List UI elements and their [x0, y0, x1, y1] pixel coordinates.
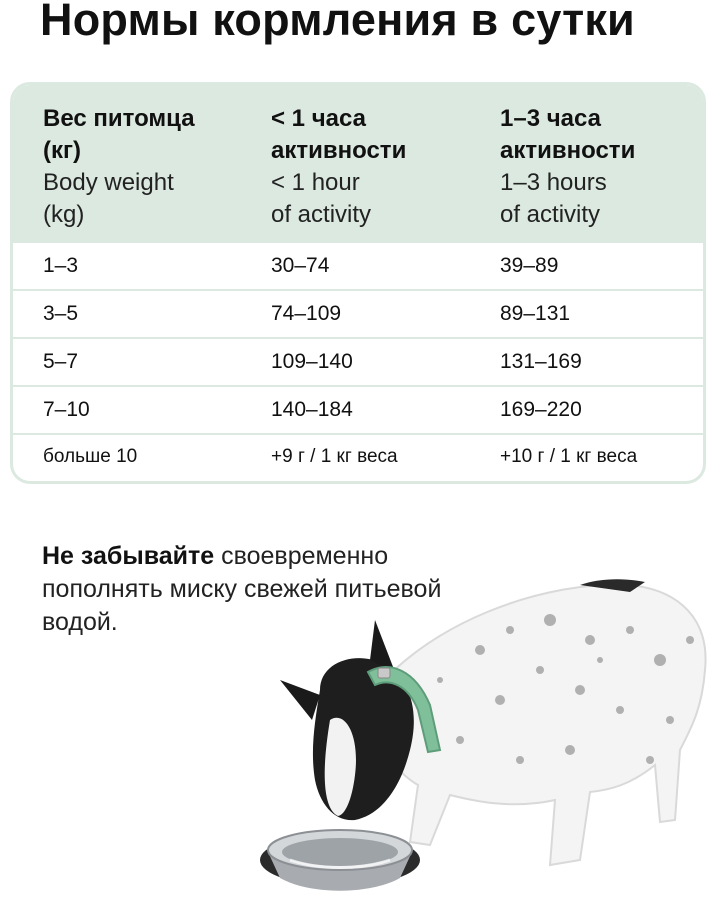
cell-1-3h: 39–89: [500, 254, 559, 277]
cell-weight: 5–7: [43, 350, 79, 373]
header-1-3h-en: 1–3 hours of activity: [500, 169, 607, 228]
table-row: 7–10 140–184 169–220: [13, 387, 703, 435]
header-1-3h: 1–3 часа активности 1–3 hours of activit…: [500, 103, 635, 231]
table-header: Вес питомца (кг) Body weight (kg) < 1 ча…: [13, 85, 703, 243]
cell-1-3h: +10 г / 1 кг веса: [500, 446, 638, 467]
header-less-1h-en: < 1 hour of activity: [271, 169, 372, 228]
cell-weight: 7–10: [43, 398, 90, 421]
feeding-table: Вес питомца (кг) Body weight (kg) < 1 ча…: [10, 82, 706, 484]
header-weight: Вес питомца (кг) Body weight (kg): [43, 103, 195, 231]
cell-less-1h: 30–74: [271, 254, 330, 277]
water-reminder: Не забывайте своевременно пополнять миск…: [42, 540, 482, 639]
header-weight-ru: Вес питомца (кг): [43, 105, 195, 164]
cell-1-3h: 169–220: [500, 398, 582, 421]
page-title: Нормы кормления в сутки: [40, 0, 635, 45]
table-row: 3–5 74–109 89–131: [13, 291, 703, 339]
cell-weight: 3–5: [43, 302, 79, 325]
cell-1-3h: 89–131: [500, 302, 571, 325]
water-bowl-icon: [260, 829, 420, 891]
header-less-1h: < 1 часа активности < 1 hour of activity: [271, 103, 406, 231]
header-1-3h-ru: 1–3 часа активности: [500, 105, 636, 164]
dog-drinking-illustration: [260, 579, 707, 891]
table-row: 1–3 30–74 39–89: [13, 243, 703, 291]
header-less-1h-ru: < 1 часа активности: [271, 105, 407, 164]
cell-weight: больше 10: [43, 446, 138, 467]
cell-1-3h: 131–169: [500, 350, 582, 373]
table-row: больше 10 +9 г / 1 кг веса +10 г / 1 кг …: [13, 435, 703, 481]
cell-less-1h: 109–140: [271, 350, 353, 373]
cell-weight: 1–3: [43, 254, 79, 277]
cell-less-1h: 140–184: [271, 398, 353, 421]
header-weight-en: Body weight (kg): [43, 169, 174, 228]
cell-less-1h: 74–109: [271, 302, 342, 325]
cell-less-1h: +9 г / 1 кг веса: [271, 446, 398, 467]
water-reminder-text: своевременно пополнять миску свежей пить…: [42, 542, 442, 636]
water-reminder-bold: Не забывайте: [42, 542, 215, 570]
table-row: 5–7 109–140 131–169: [13, 339, 703, 387]
